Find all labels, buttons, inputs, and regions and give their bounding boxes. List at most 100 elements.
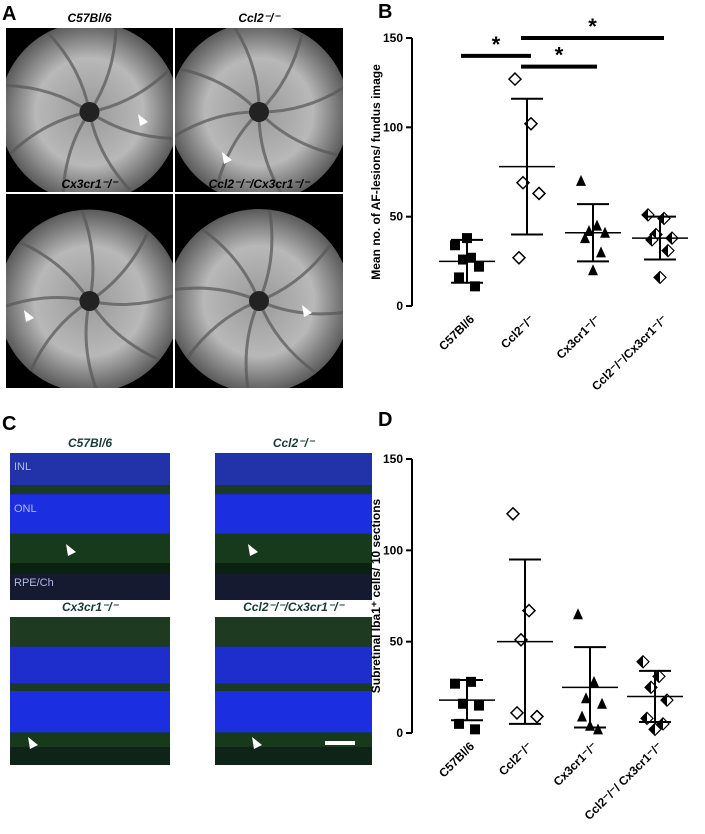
image-label: Ccl2⁻/⁻	[273, 436, 316, 450]
data-point	[450, 678, 460, 689]
layer-band	[10, 453, 170, 486]
layer-band	[215, 617, 372, 647]
error-bar	[451, 679, 483, 722]
panel-label: A	[2, 3, 16, 25]
x-tick-label: Cx3cr1⁻/⁻	[554, 312, 604, 362]
layer-label: ONL	[14, 503, 37, 515]
layer-band	[10, 617, 170, 647]
error-bar	[451, 238, 483, 284]
marker-fill	[662, 244, 668, 257]
error-bar	[574, 646, 606, 729]
data-point	[588, 264, 598, 276]
layer-band	[215, 646, 372, 684]
data-point	[454, 718, 464, 729]
x-tick-label: Ccl2⁻/⁻	[496, 739, 535, 778]
scale-bar	[325, 741, 355, 745]
layer-label: RPE/Ch	[14, 577, 54, 589]
panel-label: B	[378, 1, 392, 23]
significance-label: *	[555, 43, 564, 68]
y-tick-label: 50	[390, 635, 404, 649]
layer-band	[10, 485, 170, 495]
data-point	[592, 219, 602, 231]
x-tick-label: Ccl2⁻/⁻/Cx3cr1⁻/⁻	[589, 312, 670, 393]
fundus-image	[6, 28, 173, 192]
layer-band	[215, 683, 372, 691]
error-bar	[639, 669, 671, 724]
arrowhead	[138, 114, 148, 126]
data-point	[531, 186, 547, 201]
layer-band	[215, 453, 372, 486]
data-point	[511, 250, 527, 265]
data-point	[648, 722, 662, 737]
data-point	[597, 697, 607, 709]
layer-band	[10, 747, 170, 765]
data-point	[509, 705, 525, 720]
arrowhead	[248, 544, 258, 556]
y-axis-label: Subretinal Iba1⁺ cells/ 10 sections	[369, 498, 383, 693]
error-bar	[511, 97, 543, 236]
layer-band	[215, 494, 372, 534]
marker-fill	[646, 233, 652, 246]
data-point	[462, 233, 472, 244]
error-bar	[509, 558, 541, 725]
y-tick-label: 150	[383, 452, 403, 466]
x-tick-label: C57Bl/6	[436, 739, 477, 780]
image-label: Ccl2⁻/⁻	[238, 11, 281, 25]
layer-band	[10, 533, 170, 564]
optic-disc	[249, 291, 269, 311]
layer-band	[10, 573, 170, 600]
fundus-image	[175, 28, 343, 192]
optic-disc	[249, 102, 269, 122]
y-tick-label: 100	[383, 543, 403, 557]
y-tick-label: 0	[396, 726, 403, 740]
optic-disc	[79, 291, 100, 311]
marker-fill	[654, 271, 660, 284]
fundus-image	[6, 209, 173, 388]
data-point	[454, 272, 464, 283]
arrowhead	[302, 305, 312, 317]
layer-band	[215, 747, 372, 765]
arrowhead	[222, 152, 232, 164]
y-tick-label: 0	[396, 299, 403, 313]
layer-band	[10, 691, 170, 733]
image-label: Ccl2⁻/⁻/Cx3cr1⁻/⁻	[243, 600, 345, 614]
layer-band	[215, 533, 372, 564]
error-bar	[644, 215, 676, 261]
data-point	[470, 724, 480, 735]
marker-fill	[637, 655, 643, 668]
layer-band	[10, 732, 170, 748]
panel-label: C	[2, 413, 16, 435]
data-point	[581, 692, 591, 704]
x-tick-label: Ccl2⁻/⁻	[498, 312, 537, 351]
marker-fill	[649, 723, 655, 736]
data-point	[641, 208, 655, 222]
marker-fill	[642, 208, 648, 221]
data-point	[474, 700, 484, 711]
arrowhead	[28, 737, 38, 749]
data-point	[529, 709, 545, 724]
data-point	[576, 174, 586, 186]
image-label: Cx3cr1⁻/⁻	[62, 600, 120, 614]
image-label: C57Bl/6	[67, 11, 111, 25]
layer-band	[10, 494, 170, 534]
layer-band	[215, 691, 372, 733]
data-point	[589, 675, 599, 687]
data-point	[466, 252, 476, 263]
arrowhead	[24, 310, 34, 322]
error-bar	[577, 203, 609, 263]
data-point	[507, 72, 523, 87]
data-point	[653, 270, 667, 285]
layer-band	[215, 485, 372, 495]
y-axis-label: Mean no. of AF-lesions/ fundus image	[369, 64, 383, 280]
data-point	[593, 723, 603, 735]
data-point	[580, 232, 590, 244]
marker-fill	[645, 681, 651, 694]
layer-band	[10, 563, 170, 574]
data-point	[636, 654, 650, 669]
layer-band	[10, 646, 170, 684]
image-label: Ccl2⁻/⁻/Cx3cr1⁻/⁻	[209, 177, 311, 191]
optic-disc	[79, 102, 100, 122]
marker-fill	[657, 717, 663, 730]
y-tick-label: 100	[383, 120, 403, 134]
